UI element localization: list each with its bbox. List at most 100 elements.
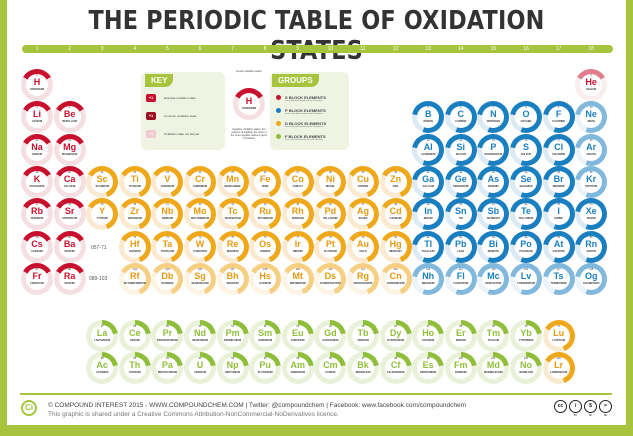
atomic-number: 7 xyxy=(492,106,495,110)
element-tile: 35 Br BROMINE xyxy=(542,165,575,198)
atomic-number: 60 xyxy=(198,325,202,328)
element-symbol: Cs xyxy=(31,238,43,249)
element-symbol: Zr xyxy=(130,206,140,217)
atomic-number: 52 xyxy=(524,203,528,207)
atomic-number: 64 xyxy=(329,325,332,328)
element-tile: 90 Th THORIUM xyxy=(118,352,151,384)
element-symbol: C xyxy=(457,109,465,120)
cc-nd-icon: = xyxy=(599,400,612,413)
element-name: SODIUM xyxy=(32,152,42,156)
element-tile: 22 Ti TITANIUM xyxy=(118,165,151,198)
atomic-number: 48 xyxy=(394,203,397,207)
atomic-number: 86 xyxy=(589,235,593,239)
element-name: MANGANESE xyxy=(224,184,241,188)
element-name: MAGNESIUM xyxy=(61,152,78,156)
atomic-number: 20 xyxy=(68,170,71,174)
element-symbol: Os xyxy=(259,238,272,249)
p-block-dot-icon xyxy=(276,108,281,114)
atomic-number: 99 xyxy=(426,357,430,360)
element-tile: 62 Sm SAMARIUM xyxy=(249,320,282,352)
footer-divider xyxy=(20,393,612,395)
element-symbol: Ni xyxy=(325,173,335,184)
element-name: CALCIUM xyxy=(63,184,76,188)
element-tile: 41 Nb NIOBIUM xyxy=(151,198,184,231)
element-name: NIHONIUM xyxy=(421,281,435,285)
atomic-number: 34 xyxy=(524,170,528,174)
element-tile: 108 Hs HASSIUM xyxy=(249,262,282,295)
element-symbol: H xyxy=(33,77,41,87)
element-symbol: Ca xyxy=(63,173,76,184)
atomic-number: 70 xyxy=(524,325,528,328)
element-name: TIN xyxy=(458,217,463,221)
atomic-number: 94 xyxy=(263,357,267,360)
group-number: 10 xyxy=(327,46,334,52)
atomic-number: 73 xyxy=(166,235,169,239)
element-tile: 19 K POTASSIUM xyxy=(21,165,53,198)
atomic-number: 15 xyxy=(492,138,495,142)
group-number: 12 xyxy=(392,46,399,52)
atomic-number: 108 xyxy=(263,267,268,271)
element-symbol: Xe xyxy=(585,206,597,217)
atomic-number: 109 xyxy=(295,267,300,271)
element-symbol: Ho xyxy=(422,328,435,338)
element-name: MEITNERIUM xyxy=(289,281,306,285)
atomic-number: 10 xyxy=(589,106,593,110)
element-tile: 85 At ASTATINE xyxy=(542,230,575,263)
atomic-number: 45 xyxy=(296,203,300,207)
element-symbol: Tb xyxy=(357,328,369,338)
atomic-number: 93 xyxy=(231,357,234,360)
element-symbol: Fe xyxy=(259,173,271,184)
element-name: HAFNIUM xyxy=(129,249,141,253)
element-name: NOBELIUM xyxy=(519,371,533,374)
atomic-number: 68 xyxy=(459,325,463,328)
element-name: THULIUM xyxy=(487,339,500,342)
atomic-number: 89 xyxy=(100,357,104,360)
footer-licence: This graphic is shared under a Creative … xyxy=(48,411,339,418)
element-tile: 106 Sg SEABORGIUM xyxy=(184,262,216,295)
element-name: IODINE xyxy=(554,217,563,221)
element-name: RADIUM xyxy=(64,281,75,285)
element-symbol: Np xyxy=(226,360,239,370)
element-tile: 1 H HYDROGEN xyxy=(21,69,53,101)
element-name: SULFUR xyxy=(520,152,532,156)
atomic-number: 116 xyxy=(524,267,528,271)
element-tile: 56 Ba BARIUM xyxy=(53,230,86,263)
atomic-number: 117 xyxy=(556,267,561,271)
group-number: 18 xyxy=(588,46,594,52)
atomic-number: 81 xyxy=(426,235,430,239)
element-tile: 72 Hf HAFNIUM xyxy=(118,230,151,263)
element-tile: 100 Fm FERMIUM xyxy=(444,352,477,384)
element-symbol: Pt xyxy=(325,238,335,249)
element-symbol: Pu xyxy=(259,360,271,370)
element-tile: 103 Lr LAWRENCIUM xyxy=(542,352,575,384)
atomic-number: 40 xyxy=(133,203,137,207)
element-symbol: He xyxy=(585,77,597,87)
atomic-number: 54 xyxy=(589,203,593,207)
element-name: POTASSIUM xyxy=(29,184,45,188)
atomic-number: 18 xyxy=(589,138,593,142)
cc-by-icon: i xyxy=(569,400,582,413)
element-name: RUTHERFORDIUM xyxy=(123,281,146,285)
element-symbol: Al xyxy=(423,141,433,152)
atomic-number: 61 xyxy=(231,325,234,328)
element-symbol: Sm xyxy=(258,328,273,338)
element-name: TITANIUM xyxy=(128,184,141,188)
key-heading: KEY xyxy=(145,74,174,87)
element-symbol: Co xyxy=(291,173,304,184)
element-name: CURIUM xyxy=(325,371,336,374)
element-tile: 17 Cl CHLORINE xyxy=(542,133,575,166)
element-symbol: Pm xyxy=(225,328,240,338)
element-name: HOLMIUM xyxy=(422,339,435,342)
element-tile: 11 Na SODIUM xyxy=(21,133,53,166)
element-symbol: B xyxy=(424,109,432,120)
element-name: LAWRENCIUM xyxy=(549,371,568,374)
key-row-example: +1 Example oxidation state xyxy=(146,94,196,102)
element-tile: 109 Mt MEITNERIUM xyxy=(281,262,314,295)
element-symbol: Lv xyxy=(520,270,532,281)
atomic-number: 2 xyxy=(590,74,592,77)
element-tile: 53 I IODINE xyxy=(542,198,575,231)
atomic-number: 92 xyxy=(198,357,202,360)
groups-heading: GROUPS xyxy=(272,74,319,87)
group-d-block: D BLOCK ELEMENTS Last d sub-shell contain… xyxy=(276,121,326,128)
element-tile: 107 Bh BOHRIUM xyxy=(216,262,249,295)
